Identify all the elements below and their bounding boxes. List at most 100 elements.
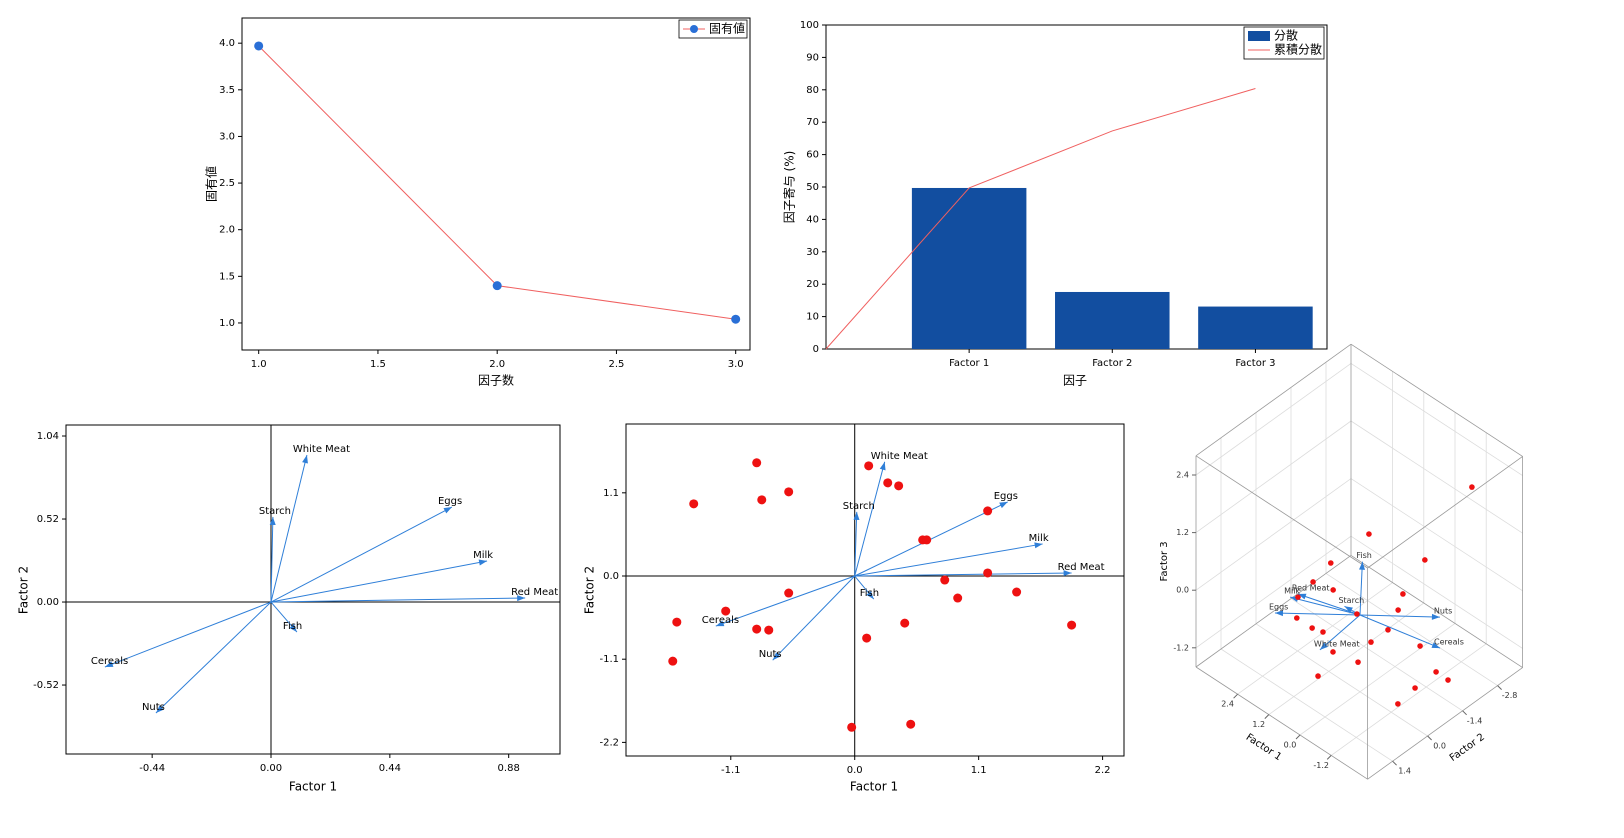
bar [1198,306,1313,349]
score-point [784,588,794,598]
x-tick-label: 2.0 [489,359,505,370]
x-tick-label: 1.0 [251,359,267,370]
z-tick-label: 1.2 [1176,528,1189,537]
score-point [1469,484,1475,490]
vector-label: Starch [259,506,291,517]
score-point [721,606,731,616]
y-tick-label: 0.52 [37,514,59,525]
score-point [689,499,699,509]
loading-vector [715,575,855,627]
loading-vector [104,601,272,668]
arrow-head [1359,561,1366,570]
x-tick-label: 2.2 [1095,765,1111,776]
score-point [1412,685,1418,691]
loading-vector [1359,561,1363,616]
score-point [862,633,872,643]
score-point [672,617,682,627]
y-tick-label: -1.1 [599,654,619,665]
x-tick [1326,755,1332,760]
y-tick [1462,710,1467,716]
grid-line [1268,602,1425,715]
vector-label: Milk [1029,533,1049,544]
score-point [1012,587,1022,597]
box-edge [1350,555,1523,668]
y-axis-title: 因子寄与 (%) [782,151,797,224]
vector-label: Milk [1284,587,1300,596]
vector-label: Starch [843,501,875,512]
y-tick-label: 0.0 [603,571,619,582]
score-point [900,618,910,628]
score-point [1395,607,1401,613]
vector-label: Cereals [1434,638,1464,647]
grid-line [1195,478,1352,591]
x-tick-label: 1.2 [1252,720,1265,729]
box-edge [1195,666,1368,780]
score-point [983,568,993,578]
y-tick-label: 3.5 [219,85,235,96]
arrow-head [999,501,1008,509]
y-axis-title: Factor 2 [583,566,597,614]
y-axis-title: Factor 2 [1448,732,1487,764]
x-axis-title: Factor 1 [850,780,898,794]
vector-label: Nuts [142,702,165,713]
loading-vector [1359,614,1440,618]
x-tick-label: 0.88 [498,763,520,774]
grid-line [1195,420,1352,533]
vector-label: Fish [1356,551,1371,560]
score-point [1395,701,1401,707]
arrow-head [772,652,781,661]
bar [911,187,1027,349]
score-point [1320,629,1326,635]
score-point [1366,531,1372,537]
y-tick-label: 10 [806,312,819,323]
loading-vector [1319,614,1361,651]
y-tick-label: 0.0 [1433,742,1446,751]
x-tick-label: -0.44 [139,763,165,774]
score-point [1330,587,1336,593]
grid-line [1325,573,1498,686]
score-point [1295,594,1301,600]
arrow-head [443,507,452,514]
score-point [668,656,678,666]
legend-swatch [690,25,698,33]
score-point [752,458,762,468]
y-axis-title: 固有値 [204,166,219,202]
vector-label: Eggs [438,496,462,507]
score-point [883,478,893,488]
loading-vector [270,506,453,603]
score-point [784,487,794,497]
score-point [1433,669,1439,675]
series-line [825,88,1256,350]
arrow-head [155,705,164,713]
grid-line [1220,648,1393,762]
vector-label: Fish [860,588,879,599]
box-edge [1367,456,1523,569]
y-tick-label: 1.5 [219,271,235,282]
box-edge [1367,667,1523,780]
y-tick-label: 2.0 [219,225,235,236]
grid-line [1350,363,1523,476]
x-tick-label: 0.0 [1284,741,1297,750]
y-tick-label: 0 [813,344,819,355]
grid-line [1195,363,1352,476]
data-point [254,41,264,51]
x-tick-label: Factor 1 [949,358,989,369]
y-tick [1427,735,1432,741]
vector-label: Milk [473,550,493,561]
loading-vector [1274,612,1361,616]
legend-label: 累積分散 [1274,42,1322,57]
arrow-head [866,590,874,600]
box-edge [1195,555,1352,668]
y-tick-label: 0.00 [37,597,59,608]
arrow-head [104,661,114,668]
grid-line [1350,478,1523,592]
z-axis-title: Factor 3 [1159,541,1170,581]
score-point [1400,591,1406,597]
grid-line [1290,598,1463,712]
loading-vector [854,501,1008,577]
score-point [1309,625,1315,631]
y-tick-label: 90 [806,52,819,63]
score-point [764,625,774,635]
loading-vector [270,516,274,603]
